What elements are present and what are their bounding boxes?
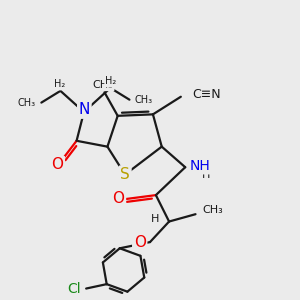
Text: N: N bbox=[79, 102, 90, 117]
Text: NH: NH bbox=[190, 159, 210, 173]
Text: CH₃: CH₃ bbox=[203, 205, 224, 215]
Text: S: S bbox=[120, 167, 130, 182]
Text: H: H bbox=[151, 214, 160, 224]
Text: N: N bbox=[79, 102, 90, 117]
Text: O: O bbox=[52, 158, 64, 172]
Text: O: O bbox=[134, 235, 146, 250]
Text: O: O bbox=[112, 191, 124, 206]
Text: NH: NH bbox=[190, 159, 210, 173]
Text: S: S bbox=[120, 167, 130, 182]
Text: O: O bbox=[134, 235, 146, 250]
Text: O: O bbox=[52, 158, 64, 172]
Text: Cl: Cl bbox=[67, 281, 81, 296]
Text: CH₃: CH₃ bbox=[135, 95, 153, 105]
Text: H₂: H₂ bbox=[54, 80, 65, 89]
Text: CH₃: CH₃ bbox=[93, 80, 113, 90]
Text: H₂: H₂ bbox=[105, 76, 117, 86]
Text: H: H bbox=[201, 170, 210, 180]
Text: CH₃: CH₃ bbox=[17, 98, 35, 108]
Text: O: O bbox=[112, 191, 124, 206]
Text: C≡N: C≡N bbox=[193, 88, 221, 101]
